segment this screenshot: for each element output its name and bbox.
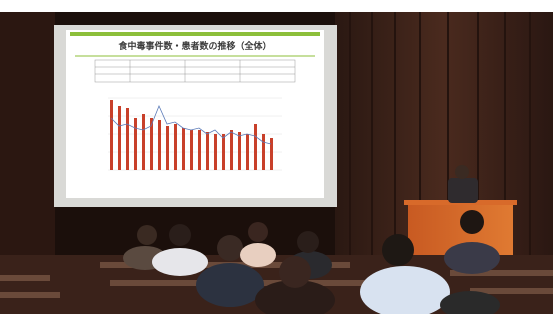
page: 食中毒事件数・患者数の推移（全体） <box>0 0 553 314</box>
slide-title: 食中毒事件数・患者数の推移（全体） <box>117 40 271 52</box>
left-wall <box>0 12 55 262</box>
slide <box>66 30 324 198</box>
slide-accent <box>70 32 320 36</box>
speaker-body <box>448 178 478 203</box>
photo: 食中毒事件数・患者数の推移（全体） <box>0 0 553 314</box>
top-edge <box>0 0 553 12</box>
speaker-head <box>455 165 469 179</box>
